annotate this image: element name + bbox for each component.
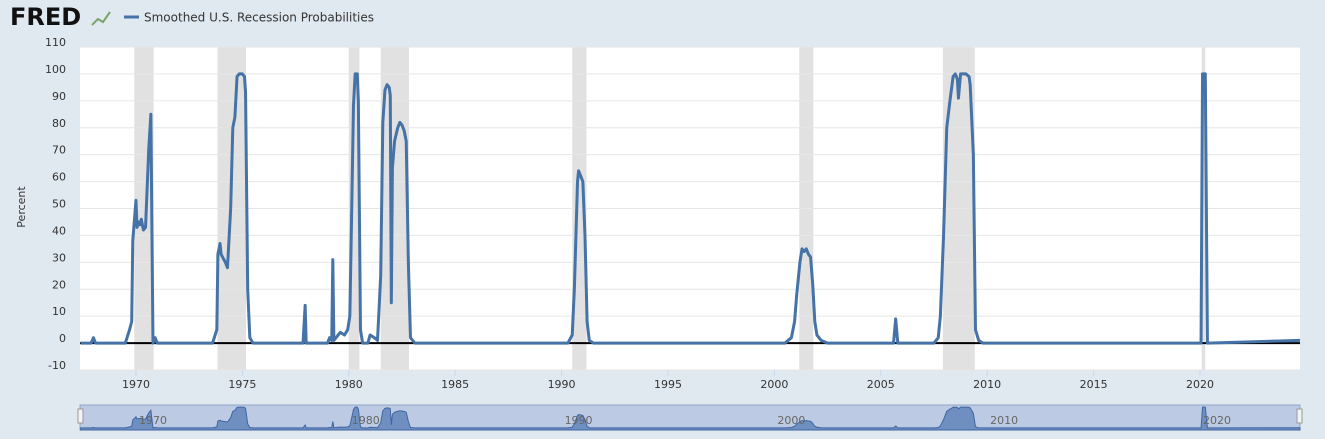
x-tick-label: 2005 (867, 378, 895, 391)
navigator-tick-label: 1980 (352, 414, 380, 427)
x-tick-label: 1975 (228, 378, 256, 391)
y-tick-label: 40 (52, 224, 66, 237)
navigator-tick-label: 2020 (1203, 414, 1231, 427)
navigator-area (80, 406, 1301, 431)
y-tick-label: 20 (52, 278, 66, 291)
navigator (79, 404, 1301, 431)
y-tick-label: 80 (52, 117, 66, 130)
navigator-handle[interactable] (77, 408, 84, 424)
y-tick-label: 60 (52, 171, 66, 184)
navigator-handle[interactable] (1296, 408, 1303, 424)
y-tick-label: 50 (52, 198, 66, 211)
y-tick-label: 100 (45, 63, 66, 76)
x-tick-label: 1990 (548, 378, 576, 391)
y-tick-label: 0 (59, 332, 66, 345)
y-tick-label: 70 (52, 144, 66, 157)
y-tick-label: 30 (52, 251, 66, 264)
series-line (80, 72, 1301, 345)
navigator-tick-label: 1970 (139, 414, 167, 427)
logo-icon (91, 11, 111, 26)
x-tick-label: 2015 (1080, 378, 1108, 391)
y-tick-label: 90 (52, 90, 66, 103)
x-tick-label: 1980 (335, 378, 363, 391)
navigator-tick-label: 2000 (777, 414, 805, 427)
x-tick-label: 1970 (122, 378, 150, 391)
navigator-tick-label: 2010 (990, 414, 1018, 427)
navigator-tick-label: 1990 (565, 414, 593, 427)
x-tick-label: 2020 (1186, 378, 1214, 391)
y-tick-label: -10 (48, 359, 66, 372)
y-tick-label: 110 (45, 36, 66, 49)
x-tick-label: 2010 (973, 378, 1001, 391)
x-tick-label: 2000 (760, 378, 788, 391)
x-tick-label: 1995 (654, 378, 682, 391)
y-tick-label: 10 (52, 305, 66, 318)
logo: FRED (10, 3, 81, 31)
y-axis-label: Percent (15, 186, 28, 228)
legend-label: Smoothed U.S. Recession Probabilities (144, 11, 374, 25)
x-tick-label: 1985 (441, 378, 469, 391)
